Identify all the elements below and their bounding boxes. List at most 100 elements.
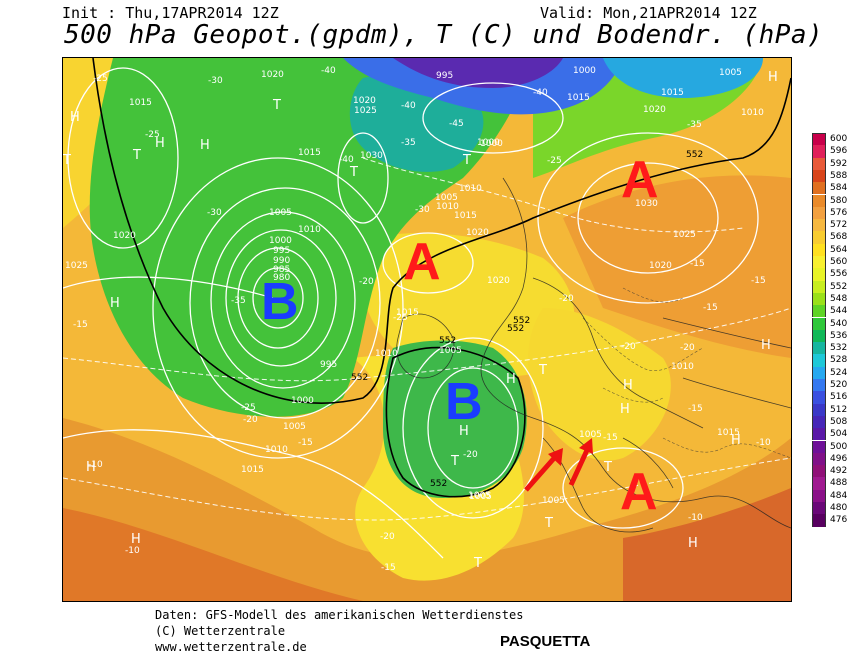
geopot-label: 552: [439, 336, 457, 346]
pressure-label: 1000: [480, 139, 503, 149]
low-pressure-symbol: B: [261, 273, 299, 331]
color-scale-swatch: [812, 452, 826, 466]
color-scale-swatch: [812, 379, 826, 392]
color-scale-label: 520: [830, 380, 848, 390]
color-scale-swatch: [812, 403, 826, 416]
map-title: 500 hPa Geopot.(gpdm), T (C) und Bodendr…: [64, 20, 824, 50]
pressure-label: 995: [320, 360, 338, 370]
color-scale-label: 544: [830, 306, 848, 317]
temperature-label: -15: [298, 438, 313, 448]
color-scale-swatch: [812, 440, 826, 453]
pressure-label: 1000: [573, 66, 596, 76]
high-marker: H: [110, 296, 120, 311]
low-marker: T: [545, 516, 553, 531]
pressure-label: 1005: [435, 193, 458, 203]
pressure-label: 1005: [579, 430, 602, 440]
geopot-label: 552: [686, 150, 704, 160]
color-scale-label: 592: [830, 158, 848, 169]
temperature-label: -15: [688, 404, 703, 414]
data-source-credit: Daten: GFS-Modell des amerikanischen Wet…: [155, 608, 524, 622]
high-marker: H: [131, 532, 141, 547]
color-scale-swatch: [812, 415, 826, 429]
pressure-label: 1030: [635, 199, 658, 209]
pressure-label: 1010: [375, 349, 398, 359]
high-marker: H: [623, 378, 633, 393]
temperature-label: -10: [756, 438, 771, 448]
temperature-label: -35: [401, 138, 416, 148]
temperature-label: -35: [231, 296, 246, 306]
color-scale-swatch: [812, 292, 826, 306]
color-scale-swatch: [812, 317, 826, 330]
temperature-label: -30: [207, 208, 222, 218]
color-scale-label: 512: [830, 404, 848, 415]
high-pressure-symbol: A: [621, 151, 659, 209]
color-scale-label: 516: [830, 392, 848, 403]
color-scale-swatch: [812, 477, 826, 490]
color-scale-swatch: [812, 219, 826, 232]
color-scale-label: 560: [830, 257, 848, 267]
pressure-label: 1020: [113, 231, 136, 241]
pressure-label: 1025: [65, 261, 88, 271]
valid-time-label: Valid: Mon,21APR2014 12Z: [540, 4, 757, 22]
pressure-label: 1005: [469, 492, 492, 502]
temperature-label: -35: [687, 120, 702, 130]
high-marker: H: [768, 70, 778, 85]
color-scale-label: 496: [830, 453, 848, 464]
pressure-label: 1005: [269, 208, 292, 218]
color-scale-label: 596: [830, 146, 848, 157]
color-scale-swatch: [812, 465, 826, 478]
temperature-label: -45: [449, 119, 464, 129]
color-scale-swatch: [812, 366, 826, 379]
color-scale-label: 500: [830, 441, 848, 452]
temperature-label: -20: [463, 450, 478, 460]
init-time-label: Init : Thu,17APR2014 12Z: [62, 4, 279, 22]
color-scale-swatch: [812, 354, 826, 367]
pressure-label: 995: [436, 71, 454, 81]
low-marker: T: [350, 165, 358, 180]
pressure-label: 1010: [671, 362, 694, 372]
pressure-label: 1005: [719, 68, 742, 78]
temperature-label: -15: [73, 320, 88, 330]
geopot-label: 552: [507, 324, 525, 334]
color-scale-label: 588: [830, 170, 848, 181]
pressure-label: 1025: [673, 230, 696, 240]
temperature-label: -10: [125, 546, 140, 556]
high-pressure-symbol: A: [403, 233, 441, 291]
high-pressure-symbol: A: [620, 463, 658, 521]
high-marker: H: [155, 136, 165, 151]
temperature-label: -20: [559, 294, 574, 304]
temperature-label: -25: [393, 313, 408, 323]
high-marker: H: [70, 110, 80, 125]
color-scale-label: 532: [830, 343, 848, 354]
color-scale-swatch: [812, 391, 826, 404]
temperature-label: -25: [93, 74, 108, 84]
temperature-label: -15: [381, 563, 396, 573]
pressure-label: 1015: [396, 308, 419, 318]
pressure-label: 1030: [360, 151, 383, 161]
color-scale-label: 476: [830, 515, 848, 526]
temperature-label: -25: [241, 403, 256, 413]
color-scale-label: 548: [830, 293, 848, 304]
color-scale-swatch: [812, 157, 826, 170]
pressure-label: 1020: [466, 228, 489, 238]
color-scale-swatch: [812, 256, 826, 269]
color-scale-swatch: [812, 502, 826, 515]
color-scale-label: 584: [830, 183, 848, 194]
low-marker: T: [273, 98, 281, 113]
high-marker: H: [506, 372, 516, 387]
temperature-label: -30: [208, 76, 223, 86]
color-scale-swatch: [812, 194, 826, 207]
temperature-label: -15: [603, 433, 618, 443]
low-pressure-symbol: B: [445, 373, 483, 431]
pressure-label: 1015: [567, 93, 590, 103]
pressure-label: 1015: [129, 98, 152, 108]
temperature-label: -40: [401, 101, 416, 111]
color-scale-label: 552: [830, 281, 848, 292]
color-scale-swatch: [812, 182, 826, 195]
temperature-label: -20: [243, 415, 258, 425]
color-scale-label: 564: [830, 244, 848, 255]
temperature-label: -10: [88, 460, 103, 470]
color-scale-label: 492: [830, 466, 848, 477]
color-scale-swatch: [812, 268, 826, 281]
high-marker: H: [688, 536, 698, 551]
